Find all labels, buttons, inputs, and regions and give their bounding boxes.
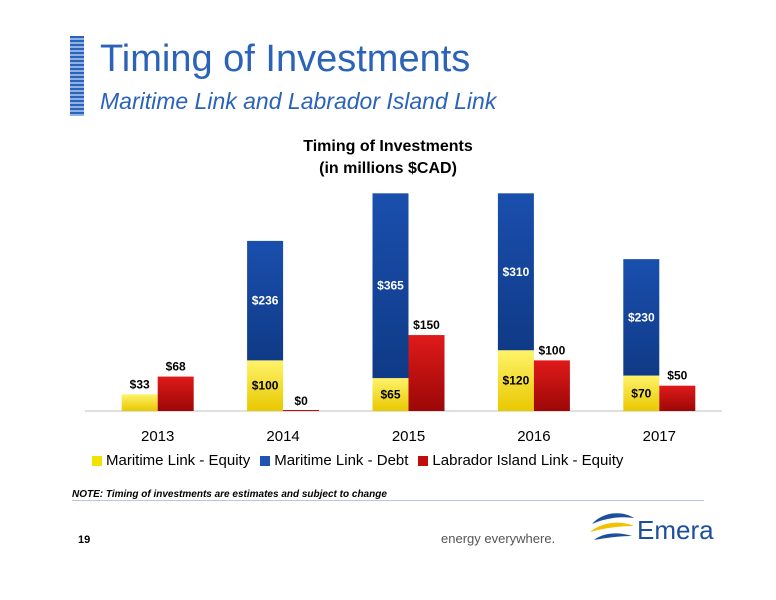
legend-item-ml-debt: Maritime Link - Debt — [260, 452, 408, 469]
legend-swatch-ml-debt — [260, 455, 271, 466]
data-label: $100 — [252, 379, 279, 393]
bar-maritime-link-debt-2016 — [497, 193, 534, 351]
data-label: $236 — [252, 294, 279, 308]
bar-maritime-link-debt-2014 — [247, 240, 284, 361]
data-label: $120 — [503, 374, 530, 388]
bar-maritime-link-equity-2015 — [372, 378, 409, 411]
bar-labrador-island-link-equity-2013 — [157, 376, 194, 411]
legend-label: Labrador Island Link - Equity — [432, 452, 624, 469]
data-label: $68 — [166, 360, 186, 374]
data-label: $100 — [539, 343, 566, 357]
data-label: $70 — [631, 386, 651, 400]
bar-maritime-link-equity-2013 — [121, 394, 158, 411]
data-label: $230 — [628, 310, 655, 324]
legend-swatch-ml-equity — [92, 455, 102, 466]
footer-divider — [72, 500, 704, 501]
page-title: Timing of Investments — [100, 38, 471, 80]
bar-labrador-island-link-equity-2014 — [283, 410, 320, 411]
bar-maritime-link-equity-2014 — [247, 360, 284, 411]
chart-title-line1: Timing of Investments — [303, 138, 473, 155]
data-label: $65 — [380, 388, 400, 402]
chart-title-line2: (in millions $CAD) — [319, 160, 457, 177]
x-tick-label: 2013 — [141, 428, 174, 445]
data-label: $310 — [503, 265, 530, 279]
emera-logo-text: Emera — [637, 515, 714, 545]
x-tick-label: 2014 — [266, 428, 299, 445]
data-label: $50 — [667, 369, 687, 383]
title-accent-bar — [70, 36, 84, 116]
legend-item-ml-equity: Maritime Link - Equity — [92, 452, 250, 469]
bar-maritime-link-equity-2017 — [623, 375, 660, 411]
legend-label: Maritime Link - Equity — [106, 452, 251, 469]
bar-labrador-island-link-equity-2017 — [659, 385, 696, 411]
data-label: $150 — [413, 318, 440, 332]
bar-chart: $33 $68 2013 $100 $236 $0 2014 $65 $365 $150 2015 $… — [85, 193, 722, 445]
chart-legend: Maritime Link - Equity Maritime Link - D… — [92, 452, 692, 469]
footnote: NOTE: Timing of investments are estimate… — [72, 489, 387, 500]
bar-maritime-link-equity-2016 — [497, 350, 534, 411]
bar-labrador-island-link-equity-2016 — [533, 360, 570, 411]
emera-logo-icon — [590, 513, 634, 540]
x-tick-label: 2016 — [517, 428, 550, 445]
page-subtitle: Maritime Link and Labrador Island Link — [100, 88, 497, 114]
bar-labrador-island-link-equity-2015 — [408, 335, 445, 411]
legend-item-lil-equity: Labrador Island Link - Equity — [418, 452, 623, 469]
bar-maritime-link-debt-2017 — [623, 259, 660, 376]
page-number: 19 — [78, 534, 91, 546]
bar-maritime-link-debt-2015 — [372, 193, 409, 379]
data-label: $33 — [130, 377, 150, 391]
chart-title: Timing of Investments (in millions $CAD) — [0, 136, 776, 180]
x-tick-label: 2015 — [392, 428, 425, 445]
legend-label: Maritime Link - Debt — [274, 452, 409, 469]
legend-swatch-lil-equity — [418, 455, 429, 466]
data-label: $365 — [377, 279, 404, 293]
x-tick-label: 2017 — [643, 428, 676, 445]
data-label: $0 — [294, 394, 308, 408]
tagline: energy everywhere. — [441, 531, 556, 546]
